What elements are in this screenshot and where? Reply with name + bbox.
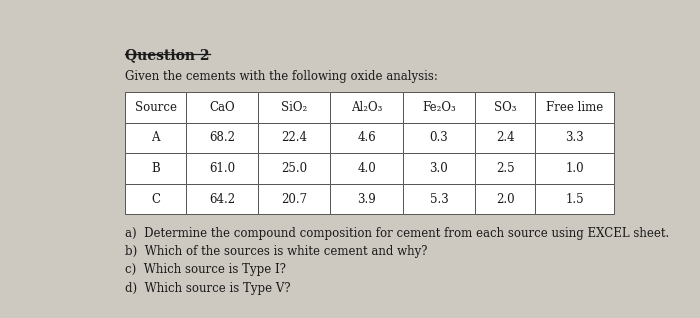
Text: 64.2: 64.2 xyxy=(209,193,235,206)
Text: d)  Which source is Type V?: d) Which source is Type V? xyxy=(125,282,291,295)
Bar xyxy=(186,92,258,123)
Text: 25.0: 25.0 xyxy=(281,162,307,175)
Bar xyxy=(536,153,614,184)
Bar xyxy=(402,92,475,123)
Text: Free lime: Free lime xyxy=(546,101,603,114)
Bar xyxy=(330,153,402,184)
Bar xyxy=(475,184,536,214)
Text: 22.4: 22.4 xyxy=(281,131,307,144)
Text: Source: Source xyxy=(134,101,176,114)
Text: c)  Which source is Type I?: c) Which source is Type I? xyxy=(125,263,286,276)
Bar xyxy=(536,184,614,214)
Bar xyxy=(258,92,330,123)
Bar xyxy=(258,153,330,184)
Bar xyxy=(536,123,614,153)
Bar xyxy=(258,184,330,214)
Text: 61.0: 61.0 xyxy=(209,162,235,175)
Bar xyxy=(330,123,402,153)
Text: 2.5: 2.5 xyxy=(496,162,514,175)
Text: 3.3: 3.3 xyxy=(565,131,584,144)
Bar xyxy=(186,184,258,214)
Text: SiO₂: SiO₂ xyxy=(281,101,307,114)
Text: b)  Which of the sources is white cement and why?: b) Which of the sources is white cement … xyxy=(125,245,428,258)
Text: SO₃: SO₃ xyxy=(494,101,517,114)
Bar xyxy=(402,153,475,184)
Text: 3.9: 3.9 xyxy=(357,193,376,206)
Text: 0.3: 0.3 xyxy=(430,131,448,144)
Text: Fe₂O₃: Fe₂O₃ xyxy=(422,101,456,114)
Bar xyxy=(402,184,475,214)
Text: Given the cements with the following oxide analysis:: Given the cements with the following oxi… xyxy=(125,70,438,83)
Bar xyxy=(475,123,536,153)
Text: A: A xyxy=(151,131,160,144)
Text: 2.0: 2.0 xyxy=(496,193,514,206)
Bar xyxy=(186,123,258,153)
Text: 4.0: 4.0 xyxy=(357,162,376,175)
Bar xyxy=(330,184,402,214)
Bar xyxy=(402,123,475,153)
Text: 1.0: 1.0 xyxy=(565,162,584,175)
Text: 20.7: 20.7 xyxy=(281,193,307,206)
Bar xyxy=(186,153,258,184)
Bar xyxy=(330,92,402,123)
Bar xyxy=(125,123,186,153)
Bar xyxy=(258,123,330,153)
Bar xyxy=(125,153,186,184)
Text: CaO: CaO xyxy=(209,101,234,114)
Text: 1.5: 1.5 xyxy=(565,193,584,206)
Text: 5.3: 5.3 xyxy=(430,193,448,206)
Bar xyxy=(475,92,536,123)
Text: B: B xyxy=(151,162,160,175)
Bar xyxy=(125,184,186,214)
Text: Question 2: Question 2 xyxy=(125,48,210,62)
Text: 4.6: 4.6 xyxy=(357,131,376,144)
Bar xyxy=(536,92,614,123)
Text: 2.4: 2.4 xyxy=(496,131,514,144)
Text: a)  Determine the compound composition for cement from each source using EXCEL s: a) Determine the compound composition fo… xyxy=(125,227,670,240)
Bar xyxy=(125,92,186,123)
Text: 3.0: 3.0 xyxy=(430,162,448,175)
Bar xyxy=(475,153,536,184)
Text: C: C xyxy=(151,193,160,206)
Text: 68.2: 68.2 xyxy=(209,131,235,144)
Text: Al₂O₃: Al₂O₃ xyxy=(351,101,382,114)
